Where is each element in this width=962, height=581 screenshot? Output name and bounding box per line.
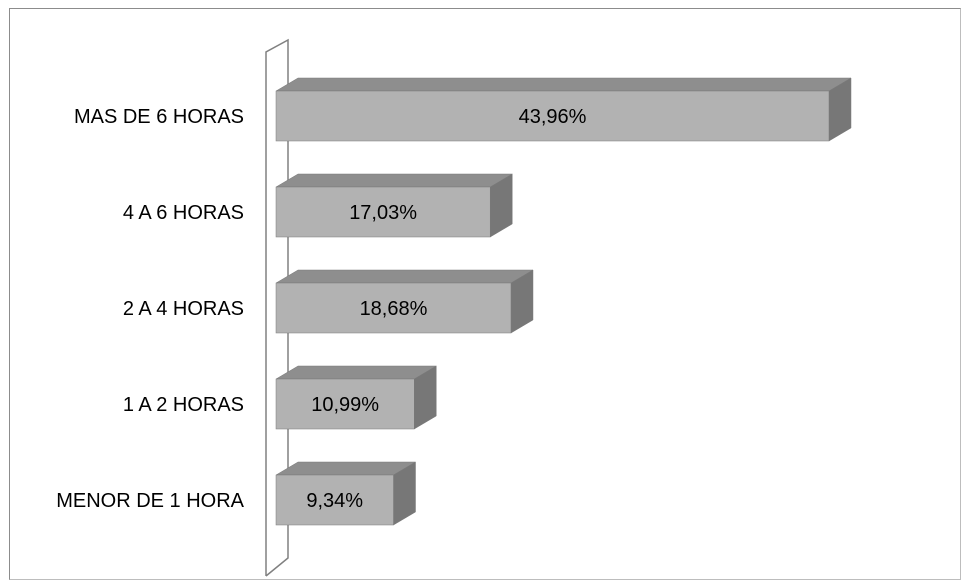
- category-label: 4 A 6 HORAS: [123, 202, 244, 224]
- bar: [275, 90, 830, 142]
- bar-top-face: [275, 173, 514, 188]
- category-label: MAS DE 6 HORAS: [74, 106, 244, 128]
- category-label: 1 A 2 HORAS: [123, 394, 244, 416]
- bar: [275, 282, 512, 334]
- bar-top-face: [275, 77, 852, 92]
- axis-wall: [265, 38, 289, 577]
- bar: [275, 378, 415, 430]
- bar-value-label: 43,96%: [519, 106, 587, 128]
- bar-top-face: [275, 461, 417, 476]
- bar: [275, 186, 491, 238]
- bar-value-label: 9,34%: [306, 490, 363, 512]
- bar-value-label: 18,68%: [360, 298, 428, 320]
- category-label: 2 A 4 HORAS: [123, 298, 244, 320]
- bar: [275, 474, 394, 526]
- axis-wall-outline: [265, 38, 289, 577]
- bars: 43,96% 17,03% 18,68% 10,99% 9,34%: [275, 77, 852, 526]
- bar-value-label: 17,03%: [349, 202, 417, 224]
- bar-top-face: [275, 365, 438, 380]
- category-label: MENOR DE 1 HORA: [56, 490, 244, 512]
- bar-top-face: [275, 269, 534, 284]
- bar-value-label: 10,99%: [311, 394, 379, 416]
- category-labels: MAS DE 6 HORAS 4 A 6 HORAS 2 A 4 HORAS 1 A …: [56, 106, 244, 512]
